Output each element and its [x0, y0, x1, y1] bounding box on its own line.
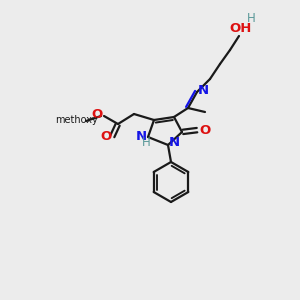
Text: methoxy: methoxy: [56, 115, 98, 125]
Text: N: N: [168, 136, 180, 149]
Text: N: N: [135, 130, 147, 142]
Text: O: O: [92, 109, 103, 122]
Text: H: H: [247, 11, 255, 25]
Text: O: O: [200, 124, 211, 136]
Text: OH: OH: [230, 22, 252, 34]
Text: N: N: [197, 83, 208, 97]
Text: O: O: [100, 130, 112, 143]
Text: H: H: [142, 136, 150, 149]
